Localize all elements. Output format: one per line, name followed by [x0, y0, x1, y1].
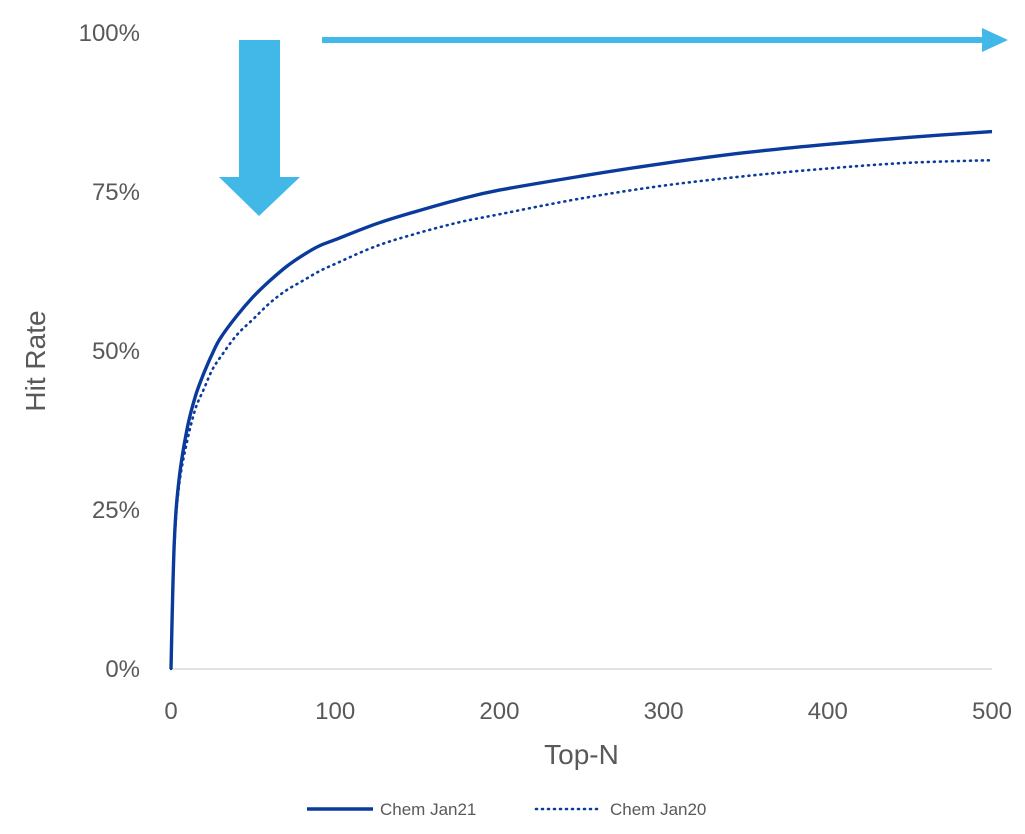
legend: Chem Jan21 Chem Jan20: [307, 800, 706, 819]
legend-label-1: Chem Jan21: [380, 800, 476, 819]
series-line-2: [169, 158, 994, 671]
x-axis-ticks: 0 100 200 300 400 500: [164, 698, 1012, 725]
x-tick-label: 200: [479, 698, 519, 725]
y-tick-label: 100%: [79, 20, 140, 47]
y-axis-title: Hit Rate: [20, 310, 51, 411]
down-arrow-icon: [219, 40, 300, 216]
x-tick-label: 300: [644, 698, 684, 725]
x-tick-label: 100: [315, 698, 355, 725]
y-tick-label: 25%: [92, 497, 140, 524]
x-tick-label: 400: [808, 698, 848, 725]
series-lines: [169, 129, 994, 671]
series-line-1: [169, 129, 993, 670]
right-arrow-icon: [322, 28, 1008, 52]
y-tick-label: 0%: [105, 656, 140, 683]
y-tick-label: 75%: [92, 179, 140, 206]
x-tick-label: 500: [972, 698, 1012, 725]
annotation-arrows: [219, 28, 1008, 216]
y-tick-label: 50%: [92, 338, 140, 365]
x-axis-title: Top-N: [544, 739, 619, 770]
y-axis-ticks: 0% 25% 50% 75% 100%: [79, 20, 140, 683]
x-tick-label: 0: [164, 698, 177, 725]
legend-label-2: Chem Jan20: [610, 800, 706, 819]
